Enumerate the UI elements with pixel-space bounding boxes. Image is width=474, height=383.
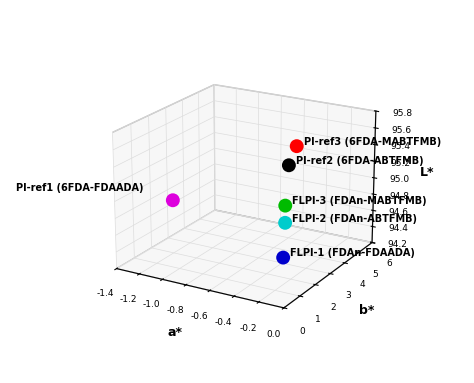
Y-axis label: b*: b* (359, 304, 374, 317)
X-axis label: a*: a* (168, 326, 183, 339)
